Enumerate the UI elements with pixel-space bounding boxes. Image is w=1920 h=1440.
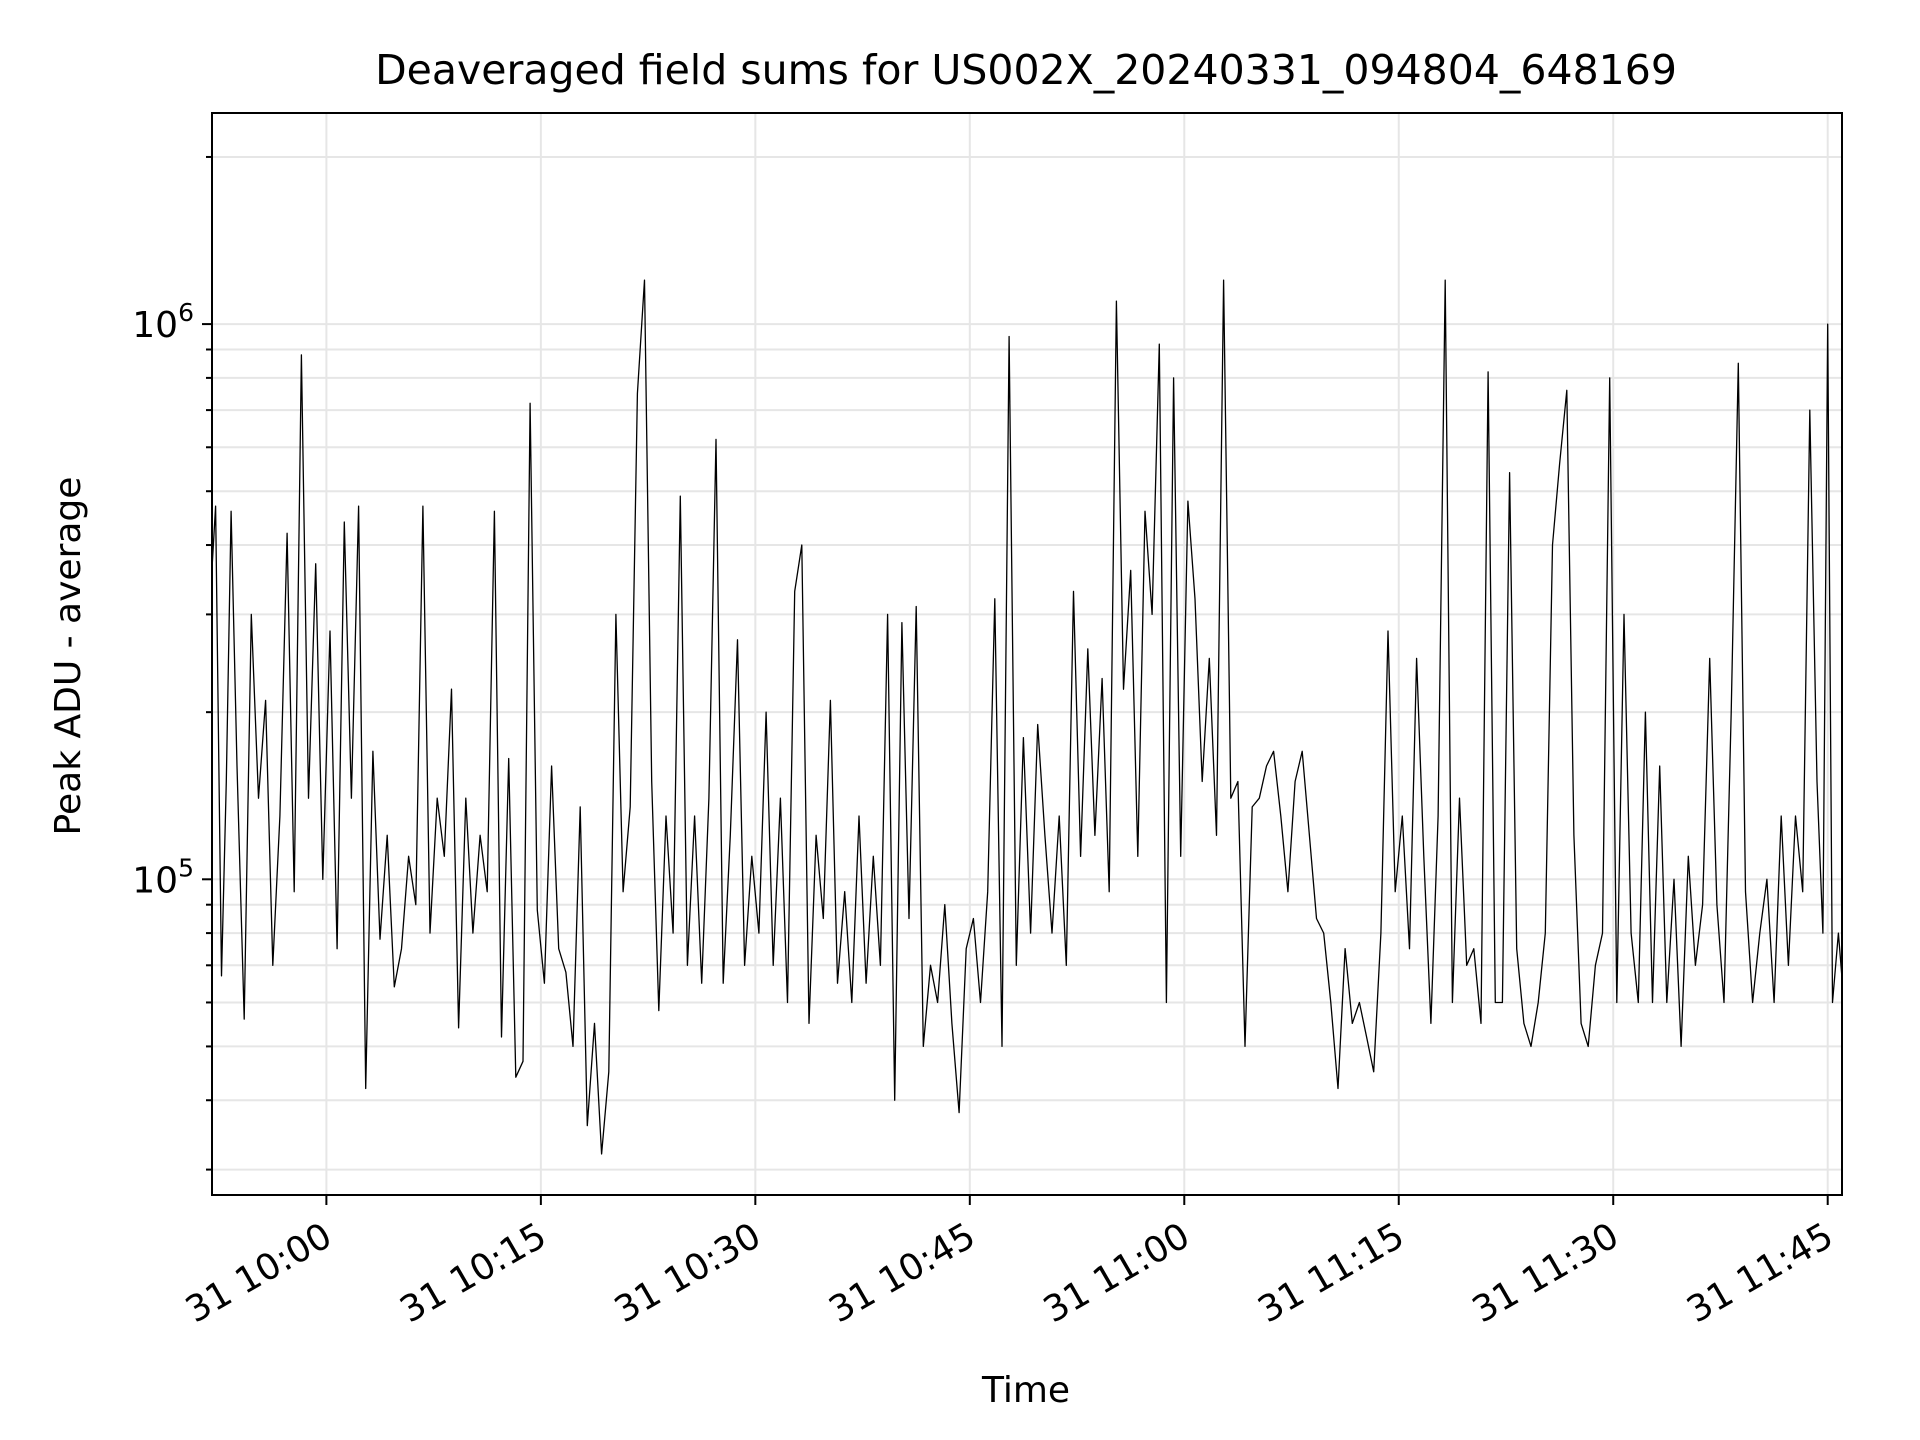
y-tick-base: 10 — [132, 860, 178, 901]
chart-title: Deaveraged field sums for US002X_2024033… — [375, 46, 1677, 94]
y-tick-label: 106 — [132, 298, 194, 346]
y-tick-exponent: 5 — [178, 853, 194, 882]
grid-lines — [212, 113, 1842, 1195]
series-line — [212, 279, 1842, 1155]
y-tick-base: 10 — [132, 305, 178, 346]
y-tick-label: 105 — [132, 853, 194, 901]
x-axis-label: Time — [981, 1370, 1070, 1411]
plot-frame — [211, 112, 1843, 1196]
y-tick-exponent: 6 — [178, 298, 194, 327]
series-group — [212, 279, 1842, 1155]
y-axis-label: Peak ADU - average — [48, 477, 89, 836]
